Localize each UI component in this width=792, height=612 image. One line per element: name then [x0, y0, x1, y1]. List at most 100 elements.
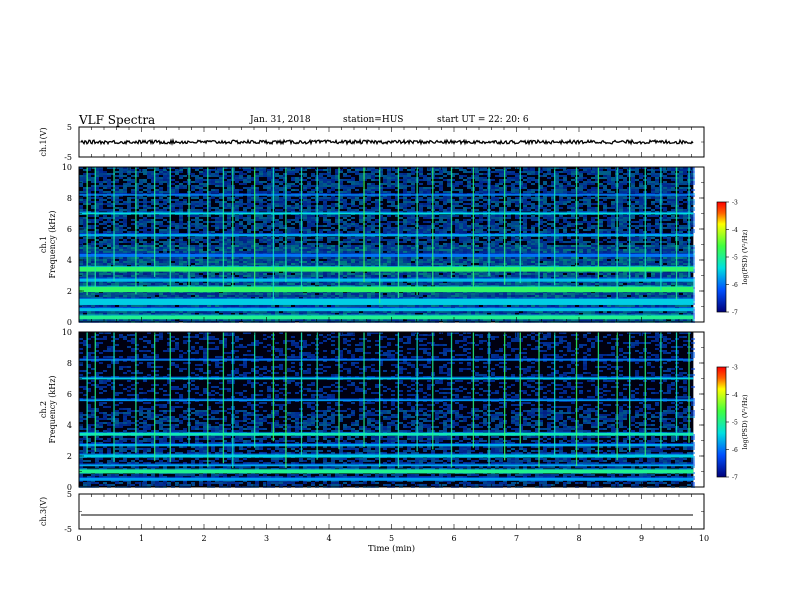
noise-cell — [603, 229, 607, 231]
noise-cell — [475, 245, 479, 247]
noise-cell — [103, 249, 107, 251]
noise-cell — [223, 171, 227, 173]
noise-cell — [175, 249, 179, 251]
noise-cell — [259, 199, 263, 201]
noise-cell — [595, 229, 599, 231]
noise-cell — [191, 239, 195, 241]
noise-cell — [295, 181, 299, 183]
noise-cell — [427, 247, 431, 249]
noise-cell — [387, 251, 391, 253]
noise-cell — [587, 223, 591, 225]
noise-cell — [539, 239, 543, 241]
noise-cell — [539, 221, 543, 223]
noise-cell — [267, 171, 271, 173]
noise-cell — [195, 205, 199, 207]
noise-cell — [395, 229, 399, 231]
noise-cell — [139, 257, 143, 259]
noise-cell — [551, 197, 555, 199]
noise-cell — [555, 167, 559, 169]
noise-cell — [647, 227, 651, 229]
noise-cell — [475, 177, 479, 179]
noise-cell — [87, 175, 91, 177]
noise-cell — [423, 225, 427, 227]
noise-cell — [439, 181, 443, 183]
noise-cell — [399, 197, 403, 199]
noise-cell — [111, 195, 115, 197]
noise-cell — [135, 167, 139, 169]
noise-cell — [531, 167, 535, 169]
noise-cell — [427, 249, 431, 251]
noise-cell — [567, 223, 571, 225]
noise-cell — [655, 241, 659, 243]
noise-cell — [399, 249, 403, 251]
noise-cell — [99, 243, 103, 245]
noise-cell — [91, 181, 95, 183]
noise-cell — [559, 207, 563, 209]
noise-cell — [439, 219, 443, 221]
noise-cell — [127, 177, 131, 179]
noise-cell — [219, 245, 223, 247]
noise-cell — [375, 243, 379, 245]
noise-cell — [395, 185, 399, 187]
noise-cell — [551, 207, 555, 209]
noise-cell — [251, 239, 255, 241]
noise-cell — [475, 215, 479, 217]
noise-cell — [171, 241, 175, 243]
noise-cell — [151, 207, 155, 209]
noise-cell — [547, 167, 551, 169]
noise-cell — [203, 239, 207, 241]
noise-cell — [559, 223, 563, 225]
noise-cell — [247, 243, 251, 245]
noise-cell — [543, 241, 547, 243]
noise-cell — [179, 241, 183, 243]
noise-cell — [95, 207, 99, 209]
noise-cell — [263, 237, 267, 239]
noise-cell — [571, 179, 575, 181]
noise-cell — [95, 175, 99, 177]
noise-cell — [343, 247, 347, 249]
noise-cell — [631, 251, 635, 253]
noise-cell — [103, 203, 107, 205]
noise-cell — [523, 221, 527, 223]
noise-cell — [107, 191, 111, 193]
noise-cell — [139, 237, 143, 239]
noise-cell — [171, 221, 175, 223]
noise-cell — [395, 177, 399, 179]
noise-cell — [159, 225, 163, 227]
noise-cell — [335, 177, 339, 179]
noise-cell — [419, 241, 423, 243]
noise-cell — [587, 225, 591, 227]
noise-cell — [479, 173, 483, 175]
noise-cell — [379, 171, 383, 173]
noise-cell — [539, 227, 543, 229]
noise-cell — [447, 249, 451, 251]
noise-cell — [403, 219, 407, 221]
noise-cell — [235, 171, 239, 173]
noise-cell — [355, 173, 359, 175]
noise-cell — [515, 175, 519, 177]
noise-cell — [263, 197, 267, 199]
noise-cell — [679, 199, 683, 201]
noise-cell — [523, 175, 527, 177]
noise-cell — [307, 205, 311, 207]
noise-cell — [479, 169, 483, 171]
noise-cell — [531, 241, 535, 243]
noise-cell — [239, 231, 243, 233]
noise-cell — [219, 185, 223, 187]
noise-cell — [335, 229, 339, 231]
noise-cell — [583, 199, 587, 201]
noise-cell — [387, 227, 391, 229]
noise-cell — [491, 217, 495, 219]
noise-cell — [267, 225, 271, 227]
noise-cell — [403, 215, 407, 217]
noise-cell — [335, 219, 339, 221]
noise-cell — [443, 179, 447, 181]
noise-cell — [399, 167, 403, 169]
noise-cell — [311, 185, 315, 187]
noise-cell — [235, 225, 239, 227]
noise-cell — [439, 239, 443, 241]
noise-cell — [99, 169, 103, 171]
noise-cell — [663, 227, 667, 229]
noise-cell — [251, 195, 255, 197]
noise-cell — [343, 205, 347, 207]
